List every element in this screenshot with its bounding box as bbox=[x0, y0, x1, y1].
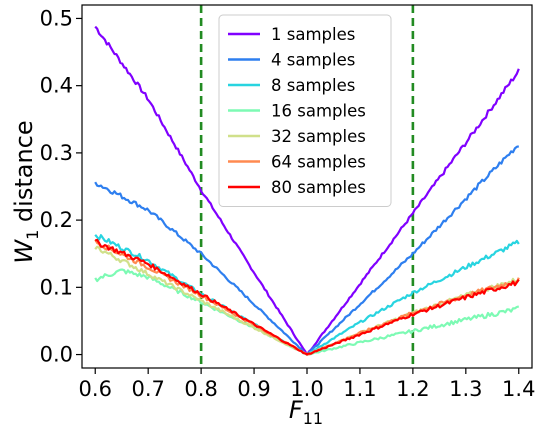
vertical-reference-lines bbox=[199, 5, 415, 368]
y-axis-label: W1 distance bbox=[10, 120, 42, 263]
series-line-80-samples bbox=[94, 238, 520, 356]
legend-label-80-samples: 80 samples bbox=[271, 178, 366, 197]
x-axis-label: F11 bbox=[289, 396, 323, 428]
x-tick-label: 0.7 bbox=[131, 377, 164, 401]
x-tick-label: 0.9 bbox=[237, 377, 270, 401]
y-tick-label: 0.2 bbox=[40, 208, 73, 232]
x-tick-label: 1.2 bbox=[396, 377, 429, 401]
x-tick-label: 1.4 bbox=[502, 377, 535, 401]
x-tick-label: 1.3 bbox=[449, 377, 482, 401]
y-tick-label: 0.0 bbox=[40, 343, 73, 367]
y-tick-label: 0.1 bbox=[40, 275, 73, 299]
x-tick-label: 0.6 bbox=[79, 377, 112, 401]
y-tick-label: 0.3 bbox=[40, 141, 73, 165]
axes: 0.6 0.7 0.8 0.9 1.0 1.1 1.2 1.3 1.4 0.0 0.1 0.2 0.3 0… bbox=[40, 4, 535, 401]
y-tick-label: 0.4 bbox=[40, 74, 73, 98]
legend-label-4-samples: 4 samples bbox=[271, 51, 355, 70]
x-tick-label: 0.8 bbox=[184, 377, 217, 401]
x-tick-label: 1.1 bbox=[343, 377, 376, 401]
legend-label-8-samples: 8 samples bbox=[271, 76, 355, 95]
x-tick-label: 1.0 bbox=[290, 377, 323, 401]
legend-label-64-samples: 64 samples bbox=[271, 153, 366, 172]
legend-box bbox=[218, 14, 392, 207]
legend-label-16-samples: 16 samples bbox=[271, 102, 366, 121]
legend-label-1-samples: 1 samples bbox=[271, 25, 355, 44]
series-layer bbox=[94, 25, 520, 356]
y-tick-label: 0.5 bbox=[40, 6, 73, 30]
legend: 1 samples 4 samples 8 samples 16 samples 32 … bbox=[218, 14, 392, 207]
legend-label-32-samples: 32 samples bbox=[271, 127, 366, 146]
